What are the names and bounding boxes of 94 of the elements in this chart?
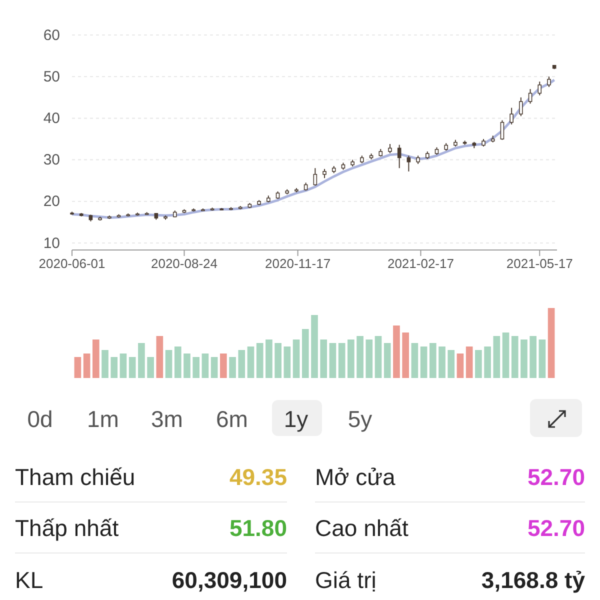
text: KL	[15, 567, 44, 593]
text: Giá trị	[315, 567, 376, 593]
bar	[120, 354, 127, 378]
candlestick	[406, 155, 411, 172]
bar	[284, 346, 291, 378]
bar	[156, 336, 164, 378]
bar	[538, 340, 546, 378]
bar	[356, 336, 364, 378]
bar	[102, 350, 108, 378]
text: 6m	[216, 406, 248, 432]
bar	[128, 357, 136, 378]
bar	[348, 340, 354, 378]
bar	[338, 343, 346, 378]
bar	[138, 343, 145, 378]
bar	[548, 308, 555, 378]
y-tick-label: 30	[43, 152, 60, 169]
bar	[384, 343, 391, 378]
bar	[484, 346, 491, 378]
bar	[92, 340, 100, 378]
bar	[530, 336, 537, 378]
bar	[311, 315, 318, 378]
bar	[402, 332, 409, 378]
bar	[374, 336, 382, 378]
y-tick-label: 10	[43, 234, 60, 252]
bar	[292, 340, 300, 378]
candlestick	[313, 168, 318, 186]
candlestick	[510, 107, 514, 125]
candlestick	[388, 143, 392, 154]
text: Mở cửa	[315, 464, 396, 490]
bar	[520, 340, 528, 378]
bar	[247, 346, 254, 378]
bar	[229, 357, 236, 378]
bar	[429, 343, 436, 378]
x-tick-label: 2020-11-17	[265, 256, 331, 272]
candlestick	[538, 81, 542, 96]
bar	[165, 350, 172, 378]
text: 5y	[348, 406, 373, 432]
bar	[302, 329, 309, 378]
candlestick	[519, 96, 523, 117]
bar	[438, 346, 446, 378]
text: 60,309,100	[172, 567, 287, 593]
text: Tham chiếu	[15, 464, 136, 490]
bar	[74, 357, 82, 378]
text: 52.70	[527, 464, 585, 490]
bar	[511, 336, 518, 378]
bar	[393, 326, 400, 378]
bar	[466, 346, 473, 378]
bar	[329, 343, 336, 378]
text: 1m	[87, 406, 119, 432]
bar	[502, 332, 510, 378]
bar	[238, 350, 246, 378]
text: 49.35	[229, 464, 288, 490]
bar	[448, 350, 455, 378]
x-tick-label: 2020-08-24	[150, 256, 218, 272]
text: 3,168.8 tỷ	[481, 567, 586, 593]
y-tick-label: 60	[43, 26, 60, 44]
bar	[456, 354, 464, 378]
bar	[475, 350, 482, 378]
bar	[220, 354, 227, 378]
x-tick-label: 2021-05-17	[506, 256, 573, 272]
bar	[210, 357, 218, 378]
candlestick	[528, 88, 532, 104]
bar	[202, 354, 209, 378]
text: 52.70	[527, 515, 585, 541]
bar	[83, 354, 90, 378]
text: 0d	[27, 406, 53, 432]
y-tick-label: 40	[43, 110, 60, 127]
bar	[174, 346, 182, 378]
candlestick	[322, 168, 326, 179]
candlestick	[397, 144, 402, 169]
text: 1y	[284, 406, 309, 432]
y-tick-label: 50	[43, 68, 60, 86]
candlestick	[500, 120, 504, 140]
text: 3m	[151, 406, 183, 432]
line-series	[70, 78, 556, 219]
text: Cao nhất	[315, 515, 409, 541]
text: 51.80	[229, 515, 287, 541]
x-tick-label: 2021-02-17	[387, 256, 454, 272]
y-tick-label: 20	[43, 193, 60, 210]
text: Thấp nhất	[15, 515, 120, 541]
bar	[320, 340, 328, 378]
bar	[147, 357, 154, 378]
bar	[110, 357, 118, 378]
bar	[420, 346, 428, 378]
bar	[266, 340, 272, 378]
bar	[184, 354, 190, 378]
bar	[192, 357, 200, 378]
x-tick-label: 2020-06-01	[38, 256, 106, 272]
candlestick	[547, 76, 551, 88]
bar	[256, 343, 264, 378]
bar	[274, 343, 282, 378]
bar	[411, 343, 418, 378]
bar	[493, 336, 500, 378]
bar	[366, 340, 373, 378]
